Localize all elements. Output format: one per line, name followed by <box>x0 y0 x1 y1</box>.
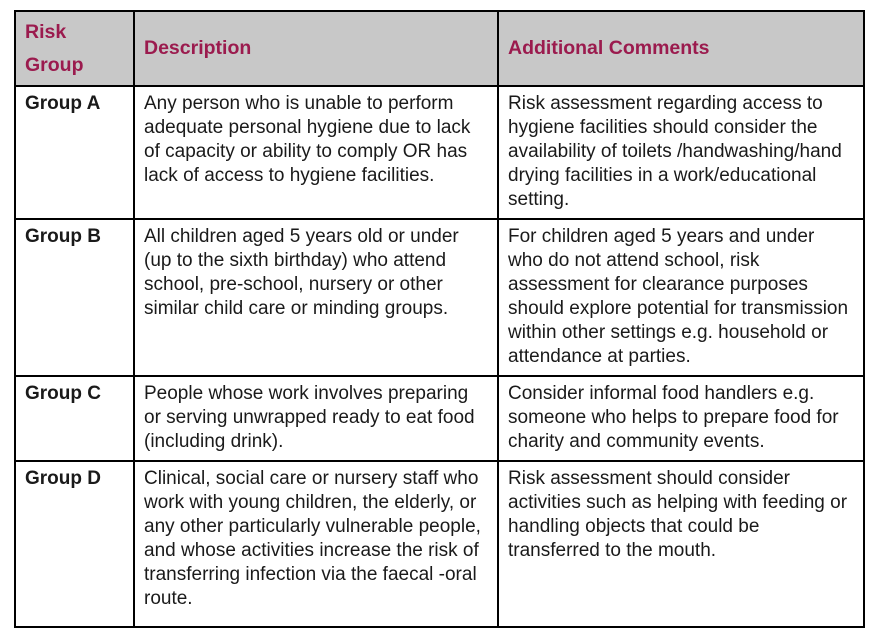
comments-cell: Consider informal food handlers e.g. som… <box>497 375 865 462</box>
description-cell: People whose work involves preparing or … <box>133 375 499 462</box>
column-header-description: Description <box>133 10 499 87</box>
table-header-row: Risk Group Description Additional Commen… <box>14 10 865 87</box>
description-cell: Any person who is unable to perform adeq… <box>133 85 499 220</box>
table-row-group-c: Group C People whose work involves prepa… <box>14 375 865 462</box>
risk-group-table: Risk Group Description Additional Commen… <box>14 10 865 628</box>
column-header-risk-group-label: Risk Group <box>25 20 84 76</box>
table-row-group-b: Group B All children aged 5 years old or… <box>14 218 865 377</box>
description-cell: Clinical, social care or nursery staff w… <box>133 460 499 628</box>
description-cell: All children aged 5 years old or under (… <box>133 218 499 377</box>
risk-group-cell: Group B <box>14 218 135 377</box>
risk-group-cell: Group C <box>14 375 135 462</box>
comments-cell: For children aged 5 years and under who … <box>497 218 865 377</box>
column-header-risk-group: Risk Group <box>14 10 135 87</box>
table-row-group-d: Group D Clinical, social care or nursery… <box>14 460 865 628</box>
risk-group-cell: Group D <box>14 460 135 628</box>
column-header-additional-comments: Additional Comments <box>497 10 865 87</box>
risk-group-cell: Group A <box>14 85 135 220</box>
comments-cell: Risk assessment regarding access to hygi… <box>497 85 865 220</box>
comments-cell: Risk assessment should consider activiti… <box>497 460 865 628</box>
table-row-group-a: Group A Any person who is unable to perf… <box>14 85 865 220</box>
